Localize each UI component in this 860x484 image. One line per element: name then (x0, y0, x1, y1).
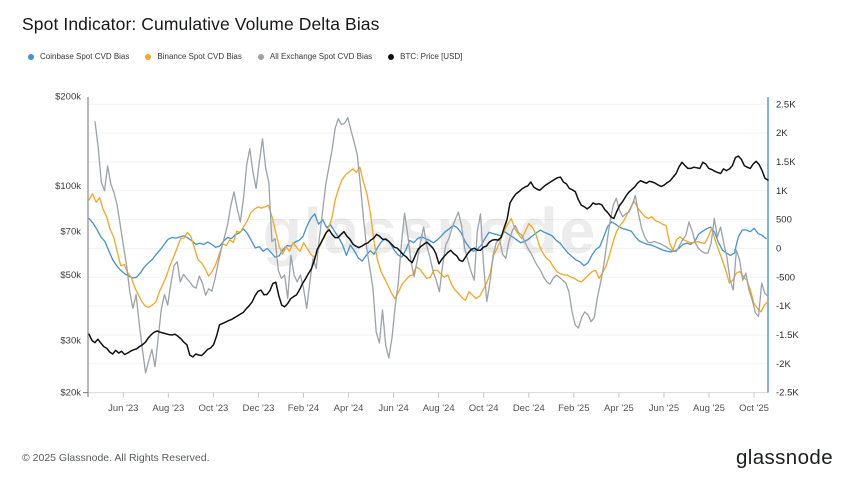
legend-item-1: Coinbase Spot CVD Bias (28, 52, 129, 61)
x-axis-tick-label: Apr '24 (334, 403, 364, 414)
legend-dot-icon (388, 53, 395, 60)
series-line-all-exchange (94, 116, 769, 374)
left-axis-tick-label: $70k (60, 227, 81, 238)
left-axis-tick-label: $20k (60, 388, 81, 399)
x-axis-tick-label: Apr '25 (604, 403, 634, 414)
left-axis-tick-label: $30k (60, 335, 81, 346)
x-axis-tick-label: Dec '24 (513, 403, 545, 414)
page-title: Spot Indicator: Cumulative Volume Delta … (22, 14, 380, 34)
right-axis-tick-label: -1.5K (776, 330, 799, 341)
legend-item-2: Binance Spot CVD Bias (145, 52, 242, 61)
right-axis-tick-label: 0 (776, 243, 781, 254)
right-axis-tick-label: -1K (776, 301, 791, 312)
legend-item-label: Coinbase Spot CVD Bias (40, 52, 130, 61)
x-axis-tick-label: Jun '25 (649, 403, 679, 414)
x-axis-tick-label: Oct '24 (469, 403, 499, 414)
x-axis-tick-label: Oct '23 (198, 403, 228, 414)
legend-item-3: All Exchange Spot CVD Bias (257, 52, 373, 61)
right-axis-tick-label: 2.5K (776, 99, 796, 110)
chart-legend: Coinbase Spot CVD Bias Binance Spot CVD B… (28, 52, 462, 61)
right-axis-tick-label: -2K (776, 359, 791, 370)
left-axis-tick-label: $200k (55, 92, 81, 103)
x-axis-tick-label: Jun '24 (378, 403, 408, 414)
right-axis-tick-label: 2K (776, 128, 788, 139)
x-axis-tick-label: Feb '25 (558, 403, 589, 414)
x-axis-tick-label: Jun '23 (108, 403, 138, 414)
glassnode-logo: glassnode (735, 446, 833, 469)
left-axis-tick-label: $100k (55, 181, 81, 192)
x-axis-tick-label: Feb '24 (288, 403, 319, 414)
series-line-binance (88, 166, 769, 313)
legend-item-label: BTC: Price [USD] (400, 52, 463, 61)
copyright-text: © 2025 Glassnode. All Rights Reserved. (22, 452, 210, 464)
legend-dot-icon (257, 53, 264, 60)
right-axis-tick-label: 1K (776, 186, 788, 197)
right-axis-tick-label: 500 (776, 215, 792, 226)
x-axis-tick-label: Aug '23 (152, 403, 184, 414)
legend-dot-icon (145, 53, 152, 60)
legend-dot-icon (28, 53, 34, 60)
legend-item-label: Binance Spot CVD Bias (157, 52, 242, 61)
x-axis-tick-label: Dec '23 (243, 403, 275, 414)
series-line-btc-price (88, 155, 769, 358)
series-line-coinbase (88, 213, 767, 279)
right-axis-tick-label: -2.5K (776, 388, 799, 399)
right-axis-tick-label: 1.5K (776, 157, 796, 168)
x-axis-tick-label: Oct '25 (739, 403, 769, 414)
x-axis-tick-label: Aug '25 (693, 403, 725, 414)
legend-item-label: All Exchange Spot CVD Bias (269, 52, 373, 61)
right-axis-tick-label: -500 (776, 272, 795, 283)
left-axis-tick-label: $50k (60, 270, 81, 281)
legend-item-4: BTC: Price [USD] (388, 52, 462, 61)
x-axis-tick-label: Aug '24 (423, 403, 455, 414)
